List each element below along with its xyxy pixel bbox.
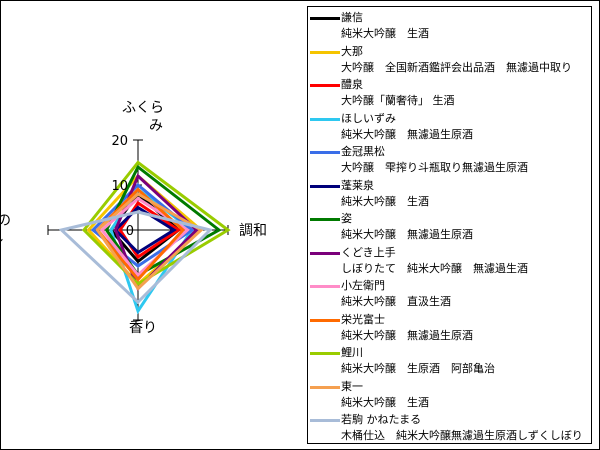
legend-entry: 蓬莱泉純米大吟醸 生酒 — [308, 178, 593, 211]
legend-entry: 謙信純米大吟醸 生酒 — [308, 10, 593, 43]
legend: 謙信 純米大吟醸 生酒 大那 大吟醸 全国新酒鑑評会出品酒 無濾過中取り 醴泉 大吟醸「蘭… — [307, 6, 592, 444]
legend-series-subtitle: 純米大吟醸 直汲生酒 — [341, 295, 451, 308]
legend-series-subtitle: 純米大吟醸 生酒 — [341, 194, 429, 208]
legend-series-name: 栄光富士 — [341, 312, 385, 326]
axis-label-top: ふくら — [122, 100, 164, 116]
legend-swatch — [310, 419, 340, 422]
legend-series-subtitle: 大吟醸 雫搾り斗瓶取り無濾過生原酒 — [341, 161, 528, 174]
axis-label-right: 調和 — [239, 223, 267, 239]
legend-swatch — [310, 352, 340, 355]
legend-entry: 若駒 かねたまる木桶仕込 純米大吟醸無濾過生原酒しずくしぼり — [308, 412, 593, 445]
legend-entry: 金冠黒松大吟醸 雫搾り斗瓶取り無濾過生原酒 — [308, 144, 593, 177]
legend-entry: 醴泉大吟醸「蘭奢待」 生酒 — [308, 77, 593, 110]
legend-series-subtitle: 大吟醸 全国新酒鑑評会出品酒 無濾過中取り — [341, 60, 572, 74]
legend-series-subtitle: 純米大吟醸 生酒 — [341, 395, 429, 409]
legend-series-name: 姿 — [341, 212, 352, 225]
legend-swatch — [310, 318, 340, 322]
legend-swatch — [310, 251, 340, 255]
legend-swatch — [310, 117, 340, 121]
legend-series-name: 鯉川 — [341, 346, 363, 359]
legend-entry: 姿純米大吟醸 無濾過生原酒 — [308, 211, 593, 244]
legend-series-subtitle: 純米大吟醸 生原酒 阿部亀治 — [341, 362, 495, 375]
legend-entry: 東一純米大吟醸 生酒 — [308, 379, 593, 412]
legend-series-subtitle: 木桶仕込 純米大吟醸無濾過生原酒しずくしぼり — [341, 429, 583, 442]
legend-series-name: 大那 — [341, 44, 363, 58]
legend-series-name: 謙信 — [341, 11, 363, 24]
radar-tick-label: 10 — [111, 179, 128, 194]
series-polygon — [113, 205, 177, 255]
legend-swatch — [310, 151, 340, 154]
legend-series-subtitle: 純米大吟醸 無濾過生原酒 — [341, 127, 473, 141]
legend-series-subtitle: しぼりたて 純米大吟醸 無濾過生酒 — [341, 261, 528, 275]
axis-label-left: キレ — [0, 233, 4, 249]
legend-series-name: 小左衛門 — [341, 279, 385, 292]
legend-entry: 鯉川純米大吟醸 生原酒 阿部亀治 — [308, 345, 593, 378]
legend-series-name: ほしいずみ — [341, 111, 396, 125]
legend-series-name: 醴泉 — [341, 78, 363, 91]
legend-entry: 栄光富士純米大吟醸 無濾過生原酒 — [308, 312, 593, 345]
legend-entry: 小左衛門純米大吟醸 直汲生酒 — [308, 278, 593, 311]
legend-swatch — [310, 218, 340, 221]
legend-entry: ほしいずみ純米大吟醸 無濾過生原酒 — [308, 111, 593, 144]
legend-entry: 大那大吟醸 全国新酒鑑評会出品酒 無濾過中取り — [308, 44, 593, 77]
legend-series-subtitle: 純米大吟醸 無濾過生原酒 — [341, 328, 473, 342]
axis-label-left: 後味の — [0, 213, 11, 229]
legend-swatch — [310, 385, 340, 389]
legend-swatch — [310, 285, 340, 288]
legend-swatch — [310, 184, 340, 188]
series-polygon — [58, 210, 213, 305]
legend-swatch — [310, 17, 340, 20]
legend-series-subtitle: 純米大吟醸 生酒 — [341, 27, 429, 40]
radar-tick-label: 20 — [111, 134, 128, 149]
legend-series-name: 若駒 かねたまる — [341, 413, 422, 426]
axis-label-bottom: 香り — [129, 320, 157, 336]
legend-series-name: 蓬莱泉 — [341, 178, 374, 192]
legend-series-name: 金冠黒松 — [341, 145, 385, 158]
legend-swatch — [310, 50, 340, 54]
legend-swatch — [310, 84, 340, 87]
legend-series-name: くどき上手 — [341, 245, 396, 259]
series-polygon — [81, 160, 231, 286]
legend-series-subtitle: 純米大吟醸 無濾過生原酒 — [341, 228, 473, 241]
legend-entry: くどき上手しぼりたて 純米大吟醸 無濾過生酒 — [308, 245, 593, 278]
legend-series-name: 東一 — [341, 379, 363, 393]
legend-series-subtitle: 大吟醸「蘭奢待」 生酒 — [341, 94, 455, 107]
radar-tick-label: 0 — [126, 224, 134, 239]
axis-label-top: み — [149, 118, 163, 134]
